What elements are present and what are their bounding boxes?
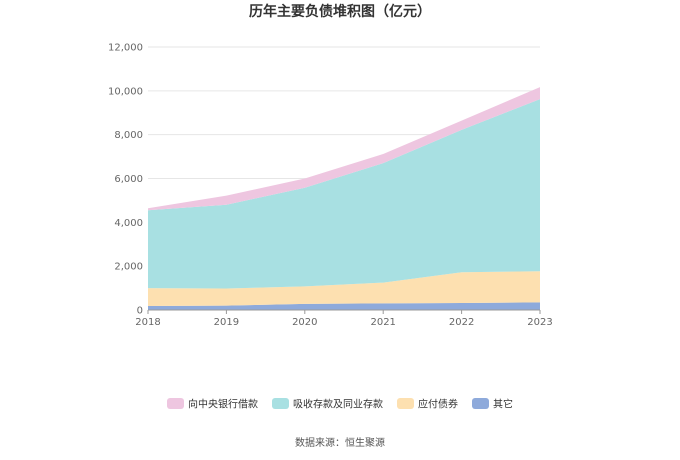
y-tick-label: 6,000	[114, 174, 143, 185]
legend-item[interactable]: 吸收存款及同业存款	[272, 398, 383, 411]
legend-swatch	[472, 398, 489, 409]
legend-swatch	[272, 398, 289, 409]
chart-title: 历年主要负债堆积图（亿元）	[249, 3, 431, 20]
legend-label: 向中央银行借款	[188, 398, 258, 411]
legend-item[interactable]: 其它	[472, 398, 513, 411]
axes: 0 2,000 4,000 6,000 8,000 10,000 12,000 2018 201…	[108, 43, 553, 329]
x-tick-label: 2022	[449, 317, 474, 328]
y-tick-label: 2,000	[114, 262, 143, 273]
y-tick-label: 8,000	[114, 130, 143, 141]
x-tick-label: 2023	[527, 317, 552, 328]
x-tick-label: 2021	[370, 317, 395, 328]
legend-label: 应付债券	[418, 398, 458, 411]
legend-label: 其它	[493, 398, 513, 411]
area-series-0[interactable]	[148, 302, 540, 310]
data-source-note: 数据来源：恒生聚源	[295, 436, 385, 449]
legend-item[interactable]: 向中央银行借款	[167, 398, 258, 411]
legend-swatch	[167, 398, 184, 409]
legend-swatch	[397, 398, 414, 409]
legend[interactable]: 向中央银行借款 吸收存款及同业存款 应付债券 其它	[167, 398, 513, 411]
x-tick-label: 2019	[214, 317, 239, 328]
y-tick-label: 12,000	[108, 43, 143, 54]
area-series-1[interactable]	[148, 271, 540, 307]
legend-item[interactable]: 应付债券	[397, 398, 458, 411]
area-series-group	[148, 87, 540, 310]
x-tick-label: 2018	[135, 317, 160, 328]
y-tick-label: 4,000	[114, 218, 143, 229]
y-tick-label: 0	[137, 306, 143, 317]
legend-label: 吸收存款及同业存款	[293, 398, 383, 411]
y-tick-label: 10,000	[108, 86, 143, 97]
x-tick-label: 2020	[292, 317, 317, 328]
area-series-2[interactable]	[148, 99, 540, 289]
